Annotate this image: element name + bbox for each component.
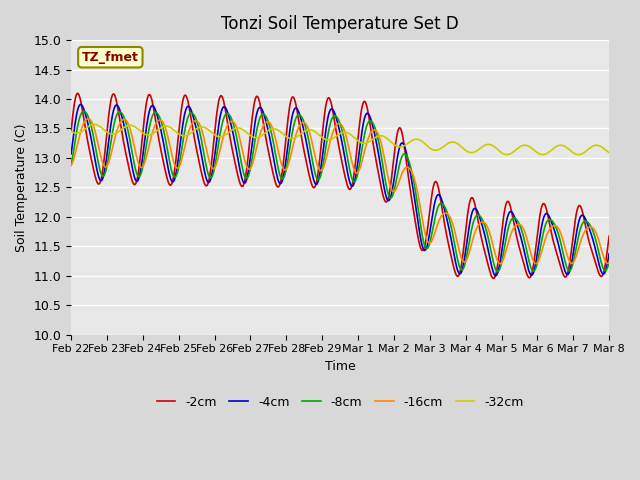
-16cm xyxy=(133,156,141,161)
-2cm xyxy=(78,103,86,109)
-16cm xyxy=(605,260,613,265)
-32cm xyxy=(188,130,195,135)
-4cm xyxy=(422,247,429,252)
Line: -8cm: -8cm xyxy=(71,111,609,272)
Legend: -2cm, -4cm, -8cm, -16cm, -32cm: -2cm, -4cm, -8cm, -16cm, -32cm xyxy=(152,391,529,414)
-4cm xyxy=(216,114,224,120)
-2cm xyxy=(133,177,141,183)
-16cm xyxy=(406,166,414,172)
-8cm xyxy=(80,108,88,114)
-32cm xyxy=(605,150,613,156)
-32cm xyxy=(77,129,84,135)
Line: -4cm: -4cm xyxy=(71,105,609,276)
-4cm xyxy=(67,151,75,157)
-4cm xyxy=(77,102,84,108)
-2cm xyxy=(490,276,497,281)
-2cm xyxy=(605,233,613,239)
-16cm xyxy=(496,261,504,267)
-4cm xyxy=(605,251,613,256)
-32cm xyxy=(90,121,98,127)
-16cm xyxy=(84,116,92,122)
-16cm xyxy=(67,163,75,168)
-8cm xyxy=(188,110,195,116)
-2cm xyxy=(188,119,195,125)
-2cm xyxy=(67,128,75,134)
-32cm xyxy=(422,142,429,147)
-4cm xyxy=(133,179,141,184)
-4cm xyxy=(188,108,195,114)
-8cm xyxy=(406,162,414,168)
Y-axis label: Soil Temperature (C): Soil Temperature (C) xyxy=(15,123,28,252)
Line: -32cm: -32cm xyxy=(71,124,609,155)
Line: -16cm: -16cm xyxy=(71,119,609,264)
-8cm xyxy=(77,111,84,117)
-32cm xyxy=(216,134,224,140)
-2cm xyxy=(422,238,429,244)
Title: Tonzi Soil Temperature Set D: Tonzi Soil Temperature Set D xyxy=(221,15,459,33)
-2cm xyxy=(74,91,82,96)
-8cm xyxy=(605,259,613,265)
-16cm xyxy=(216,147,224,153)
-4cm xyxy=(406,168,414,174)
-16cm xyxy=(77,128,84,133)
Line: -2cm: -2cm xyxy=(71,94,609,278)
-4cm xyxy=(492,273,499,278)
-16cm xyxy=(422,233,429,239)
-8cm xyxy=(133,171,141,177)
-32cm xyxy=(133,125,141,131)
-32cm xyxy=(575,152,582,157)
Text: TZ_fmet: TZ_fmet xyxy=(82,51,139,64)
-2cm xyxy=(406,186,414,192)
-16cm xyxy=(188,121,195,127)
-8cm xyxy=(67,162,75,168)
-32cm xyxy=(406,139,414,144)
-2cm xyxy=(216,94,224,99)
-8cm xyxy=(216,132,224,137)
-4cm xyxy=(78,102,86,108)
-8cm xyxy=(422,245,429,251)
-8cm xyxy=(494,269,502,275)
-32cm xyxy=(67,128,75,134)
X-axis label: Time: Time xyxy=(324,360,355,373)
